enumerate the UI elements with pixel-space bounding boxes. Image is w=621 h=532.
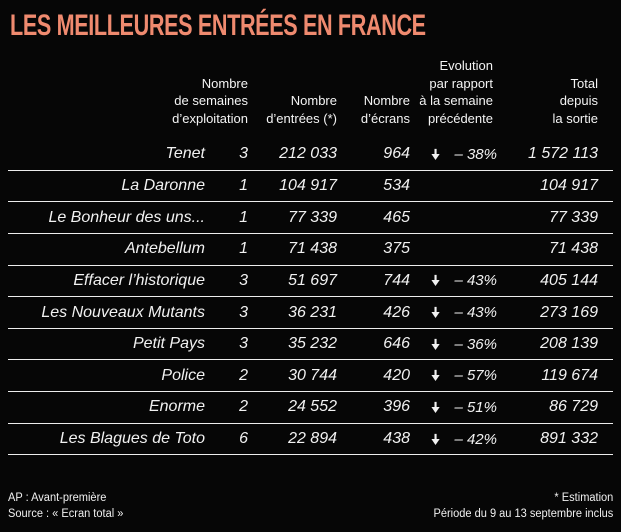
screens-value: 426 xyxy=(383,303,410,321)
weeks-value: 3 xyxy=(239,145,248,163)
box-office-table: Nombre de semaines d’exploitation Nombre… xyxy=(8,57,613,456)
screens-value: 438 xyxy=(383,430,410,448)
weeks-value: 1 xyxy=(239,208,248,226)
footer: AP : Avant-première Source : « Ecran tot… xyxy=(8,491,613,522)
total-value: 119 674 xyxy=(541,366,598,384)
film-title: Petit Pays xyxy=(132,335,205,353)
column-header-entries: Nombre d’entrées (*) xyxy=(266,93,337,126)
film-title: La Daronne xyxy=(121,176,205,194)
evolution-cell xyxy=(410,211,497,224)
entries-value: 24 552 xyxy=(288,398,337,416)
film-title: Enorme xyxy=(148,398,205,416)
screens-value: 396 xyxy=(383,398,410,416)
table-row: Le Bonheur des uns... 1 77 339 465 77 33… xyxy=(8,202,613,234)
total-value: 891 332 xyxy=(540,430,598,448)
evolution-value: – 36% xyxy=(454,335,497,353)
weeks-value: 3 xyxy=(239,335,248,353)
down-arrow-icon xyxy=(429,338,442,351)
column-header-weeks: Nombre de semaines d’exploitation xyxy=(172,75,248,126)
total-value: 1 572 113 xyxy=(528,145,598,163)
film-title: Antebellum xyxy=(124,240,205,258)
total-value: 208 139 xyxy=(540,335,598,353)
screens-value: 646 xyxy=(383,335,410,353)
evolution-value: – 42% xyxy=(454,430,497,448)
screens-value: 375 xyxy=(383,240,410,258)
down-arrow-icon xyxy=(429,148,442,161)
total-value: 86 729 xyxy=(549,398,598,416)
down-arrow-icon xyxy=(429,369,442,382)
screens-value: 744 xyxy=(383,271,410,289)
footer-notes-left: AP : Avant-première Source : « Ecran tot… xyxy=(8,492,124,520)
evolution-cell: – 43% xyxy=(410,304,497,321)
total-value: 104 917 xyxy=(540,176,598,194)
entries-value: 35 232 xyxy=(288,335,337,353)
page-title: LES MEILLEURES ENTRÉES EN FRANCE xyxy=(10,9,426,42)
weeks-value: 2 xyxy=(239,366,248,384)
weeks-value: 1 xyxy=(239,240,248,258)
evolution-cell: – 43% xyxy=(410,272,497,289)
table-row: Police 2 30 744 420 – 57% 119 674 xyxy=(8,360,613,393)
total-value: 71 438 xyxy=(549,240,598,258)
entries-value: 36 231 xyxy=(288,303,337,321)
entries-value: 51 697 xyxy=(288,271,337,289)
film-title: Tenet xyxy=(165,145,205,163)
total-value: 405 144 xyxy=(540,271,598,289)
screens-value: 420 xyxy=(383,366,410,384)
evolution-cell xyxy=(410,243,497,256)
entries-value: 77 339 xyxy=(288,208,337,226)
weeks-value: 3 xyxy=(239,271,248,289)
down-arrow-icon xyxy=(429,274,442,287)
film-title: Police xyxy=(161,366,205,384)
evolution-cell: – 57% xyxy=(410,367,497,384)
evolution-value: – 57% xyxy=(454,367,497,385)
column-header-total: Total depuis la sortie xyxy=(552,75,598,126)
evolution-value: – 38% xyxy=(454,145,497,163)
table-row: Tenet 3 212 033 964 – 38% 1 572 113 xyxy=(8,139,613,171)
screens-value: 964 xyxy=(383,145,410,163)
film-title: Le Bonheur des uns... xyxy=(48,208,205,226)
weeks-value: 2 xyxy=(239,398,248,416)
total-value: 273 169 xyxy=(540,303,598,321)
weeks-value: 6 xyxy=(239,430,248,448)
film-title: Les Blagues de Toto xyxy=(59,430,205,448)
entries-value: 22 894 xyxy=(288,430,337,448)
film-title: Les Nouveaux Mutants xyxy=(41,303,205,321)
evolution-cell: – 38% xyxy=(410,146,497,163)
down-arrow-icon xyxy=(429,401,442,414)
film-title: Effacer l’historique xyxy=(73,271,205,289)
down-arrow-icon xyxy=(429,306,442,319)
table-row: Petit Pays 3 35 232 646 – 36% 208 139 xyxy=(8,329,613,361)
screens-value: 465 xyxy=(383,208,410,226)
evolution-cell: – 36% xyxy=(410,336,497,353)
weeks-value: 3 xyxy=(239,303,248,321)
table-row: Les Blagues de Toto 6 22 894 438 – 42% 8… xyxy=(8,424,613,456)
entries-value: 212 033 xyxy=(279,145,337,163)
evolution-value: – 51% xyxy=(454,398,497,416)
table-row: Enorme 2 24 552 396 – 51% 86 729 xyxy=(8,392,613,424)
down-arrow-icon xyxy=(429,433,442,446)
column-header-evolution: Evolution par rapport à la semaine précé… xyxy=(419,58,493,126)
entries-value: 30 744 xyxy=(288,366,337,384)
total-value: 77 339 xyxy=(549,208,598,226)
evolution-cell: – 51% xyxy=(410,399,497,416)
entries-value: 104 917 xyxy=(279,176,337,194)
entries-value: 71 438 xyxy=(288,240,337,258)
screens-value: 534 xyxy=(383,176,410,194)
evolution-cell xyxy=(410,179,497,192)
evolution-value: – 43% xyxy=(454,272,497,290)
evolution-value: – 43% xyxy=(454,304,497,322)
footer-notes-right: * Estimation Période du 9 au 13 septembr… xyxy=(433,492,613,520)
table-row: Les Nouveaux Mutants 3 36 231 426 – 43% … xyxy=(8,297,613,329)
evolution-cell: – 42% xyxy=(410,431,497,448)
table-header-row: Nombre de semaines d’exploitation Nombre… xyxy=(8,57,613,139)
weeks-value: 1 xyxy=(239,176,248,194)
table-row: La Daronne 1 104 917 534 104 917 xyxy=(8,171,613,203)
table-row: Effacer l’historique 3 51 697 744 – 43% … xyxy=(8,266,613,298)
table-row: Antebellum 1 71 438 375 71 438 xyxy=(8,234,613,266)
column-header-screens: Nombre d’écrans xyxy=(360,93,410,126)
